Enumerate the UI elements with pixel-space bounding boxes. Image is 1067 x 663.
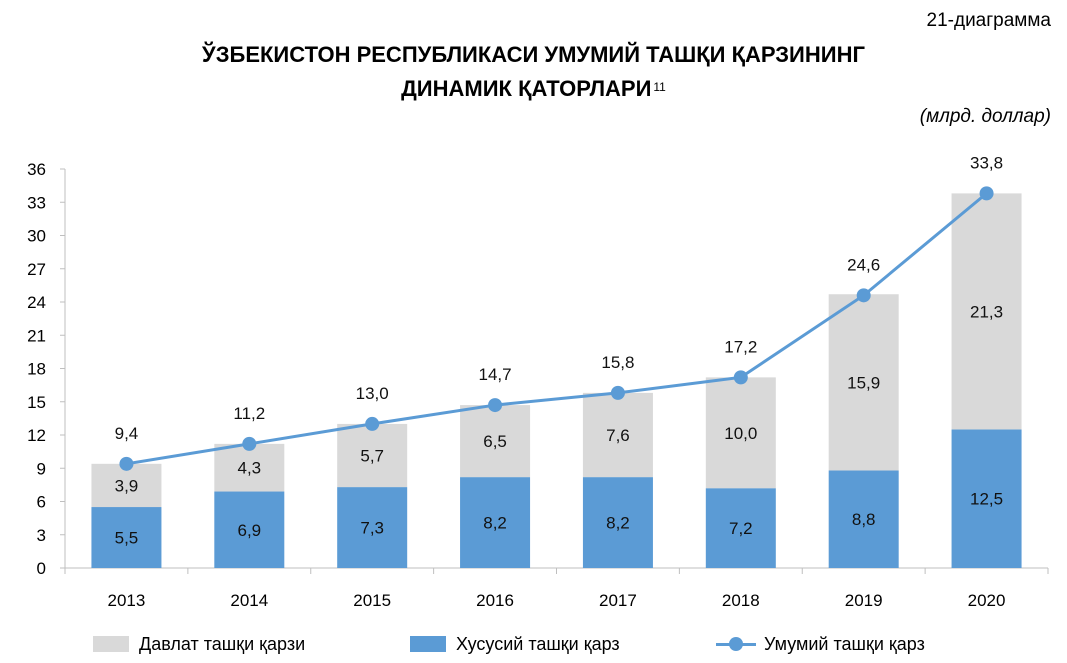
total-debt-point	[488, 398, 503, 413]
legend-marker-total	[716, 636, 756, 652]
data-label-total-debt: 14,7	[479, 365, 512, 384]
bar-private-debt	[337, 487, 408, 568]
bar-state-debt	[705, 377, 776, 489]
bar-private-debt	[828, 470, 899, 568]
chart-legend: Давлат ташқи қарзи Хусусий ташқи қарз Ум…	[0, 628, 1067, 658]
chart-bars	[91, 193, 1022, 568]
legend-label-private-debt: Хусусий ташқи қарз	[456, 633, 620, 654]
data-label-private-debt: 7,3	[360, 519, 384, 538]
total-debt-point	[365, 416, 380, 431]
bar-state-debt	[951, 193, 1022, 430]
data-label-state-debt: 15,9	[847, 373, 880, 392]
total-debt-line	[126, 192, 988, 466]
y-tick-label: 12	[27, 426, 46, 445]
bar-state-debt	[337, 423, 408, 488]
data-label-total-debt: 33,8	[970, 153, 1003, 172]
y-tick-label: 24	[27, 293, 46, 312]
data-label-state-debt: 5,7	[360, 447, 384, 466]
x-tick-label: 2018	[722, 591, 760, 610]
y-tick-label: 21	[27, 326, 46, 345]
total-debt-point	[610, 385, 625, 400]
legend-swatch-private-debt	[410, 636, 446, 652]
y-tick-label: 9	[37, 459, 46, 478]
title-text-2: ДИНАМИК ҚАТОРЛАРИ	[401, 76, 652, 101]
data-label-private-debt: 8,2	[606, 514, 630, 533]
legend-item-total: Умумий ташқи қарз	[716, 632, 925, 656]
bar-state-debt	[582, 392, 653, 478]
unit-label: (млрд. доллар)	[919, 106, 1051, 127]
y-tick-label: 33	[27, 193, 46, 212]
bar-private-debt	[91, 507, 162, 568]
bar-state-debt	[828, 294, 899, 471]
legend-swatch-state-debt	[93, 636, 129, 652]
bar-private-debt	[705, 488, 776, 568]
x-tick-label: 2014	[230, 591, 268, 610]
chart-labels: 5,5 3,9 6,9 4,3 7,3 5,7 8,2 6,5 8,2 7,6 7,2 10,0 8,8…	[115, 153, 1003, 547]
chart-title-line-1: ЎЗБЕКИСТОН РЕСПУБЛИКАСИ УМУМИЙ ТАШҚИ ҚАР…	[0, 40, 1067, 70]
bar-private-debt	[951, 429, 1022, 568]
data-label-total-debt: 15,8	[601, 353, 634, 372]
data-label-total-debt: 13,0	[356, 384, 389, 403]
chart-title-line-2: ДИНАМИК ҚАТОРЛАРИ 11	[0, 74, 1067, 104]
bar-state-debt	[214, 443, 285, 492]
data-label-private-debt: 12,5	[970, 490, 1003, 509]
footnote-reference: 11	[653, 80, 666, 94]
diagram-number: 21-диаграмма	[926, 10, 1051, 31]
bar-private-debt	[460, 477, 531, 568]
data-label-state-debt: 7,6	[606, 426, 630, 445]
data-label-private-debt: 5,5	[115, 529, 139, 548]
data-label-state-debt: 3,9	[115, 476, 139, 495]
bar-state-debt	[91, 463, 162, 508]
data-label-total-debt: 9,4	[115, 424, 139, 443]
data-label-state-debt: 21,3	[970, 302, 1003, 321]
bar-private-debt	[214, 491, 285, 568]
title-text-1: ЎЗБЕКИСТОН РЕСПУБЛИКАСИ УМУМИЙ ТАШҚИ ҚАР…	[202, 42, 865, 67]
data-label-state-debt: 10,0	[724, 424, 757, 443]
total-debt-point	[119, 456, 134, 471]
data-label-total-debt: 24,6	[847, 255, 880, 274]
data-label-state-debt: 4,3	[237, 459, 261, 478]
y-tick-label: 6	[37, 493, 46, 512]
legend-label-total: Умумий ташқи қарз	[764, 633, 925, 654]
total-debt-point	[979, 186, 994, 201]
data-label-private-debt: 8,2	[483, 514, 507, 533]
data-label-total-debt: 11,2	[233, 404, 265, 423]
x-tick-label: 2013	[108, 591, 146, 610]
legend-item-state-debt: Давлат ташқи қарзи	[93, 632, 305, 656]
y-tick-label: 36	[27, 160, 46, 179]
y-tick-label: 27	[27, 260, 46, 279]
total-debt-point	[733, 370, 748, 385]
bar-state-debt	[460, 405, 531, 478]
data-label-total-debt: 17,2	[724, 337, 757, 356]
legend-item-private-debt: Хусусий ташқи қарз	[410, 632, 620, 656]
x-tick-label: 2017	[599, 591, 637, 610]
total-debt-point	[856, 288, 871, 303]
data-label-state-debt: 6,5	[483, 432, 507, 451]
x-tick-label: 2020	[968, 591, 1006, 610]
data-label-private-debt: 7,2	[729, 519, 753, 538]
y-tick-label: 3	[37, 526, 46, 545]
total-debt-point	[242, 436, 257, 451]
y-tick-label: 15	[27, 393, 46, 412]
x-tick-label: 2015	[353, 591, 391, 610]
chart-line	[119, 186, 994, 471]
data-label-private-debt: 8,8	[852, 510, 876, 529]
bar-private-debt	[582, 477, 653, 568]
x-tick-label: 2016	[476, 591, 514, 610]
y-tick-label: 30	[27, 227, 46, 246]
data-label-private-debt: 6,9	[237, 521, 261, 540]
y-tick-label: 0	[37, 559, 46, 578]
legend-label-state-debt: Давлат ташқи қарзи	[139, 633, 306, 654]
x-tick-label: 2019	[845, 591, 883, 610]
y-tick-label: 18	[27, 360, 46, 379]
